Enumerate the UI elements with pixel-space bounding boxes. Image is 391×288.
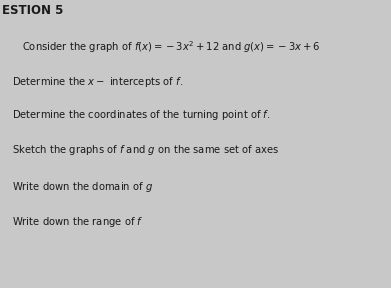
Text: Consider the graph of $f(x) = -3x^2 + 12$ and $g(x) = -3x + 6$: Consider the graph of $f(x) = -3x^2 + 12…: [22, 39, 320, 55]
Text: Determine the $x -$ intercepts of $f$.: Determine the $x -$ intercepts of $f$.: [12, 75, 183, 89]
Text: Determine the coordinates of the turning point of $f$.: Determine the coordinates of the turning…: [12, 108, 270, 122]
Text: Write down the domain of $g$: Write down the domain of $g$: [12, 180, 153, 194]
Text: Sketch the graphs of $f$ and $g$ on the same set of axes: Sketch the graphs of $f$ and $g$ on the …: [12, 143, 279, 157]
Text: ESTION 5: ESTION 5: [2, 4, 63, 17]
Text: Write down the range of $f$: Write down the range of $f$: [12, 215, 143, 229]
